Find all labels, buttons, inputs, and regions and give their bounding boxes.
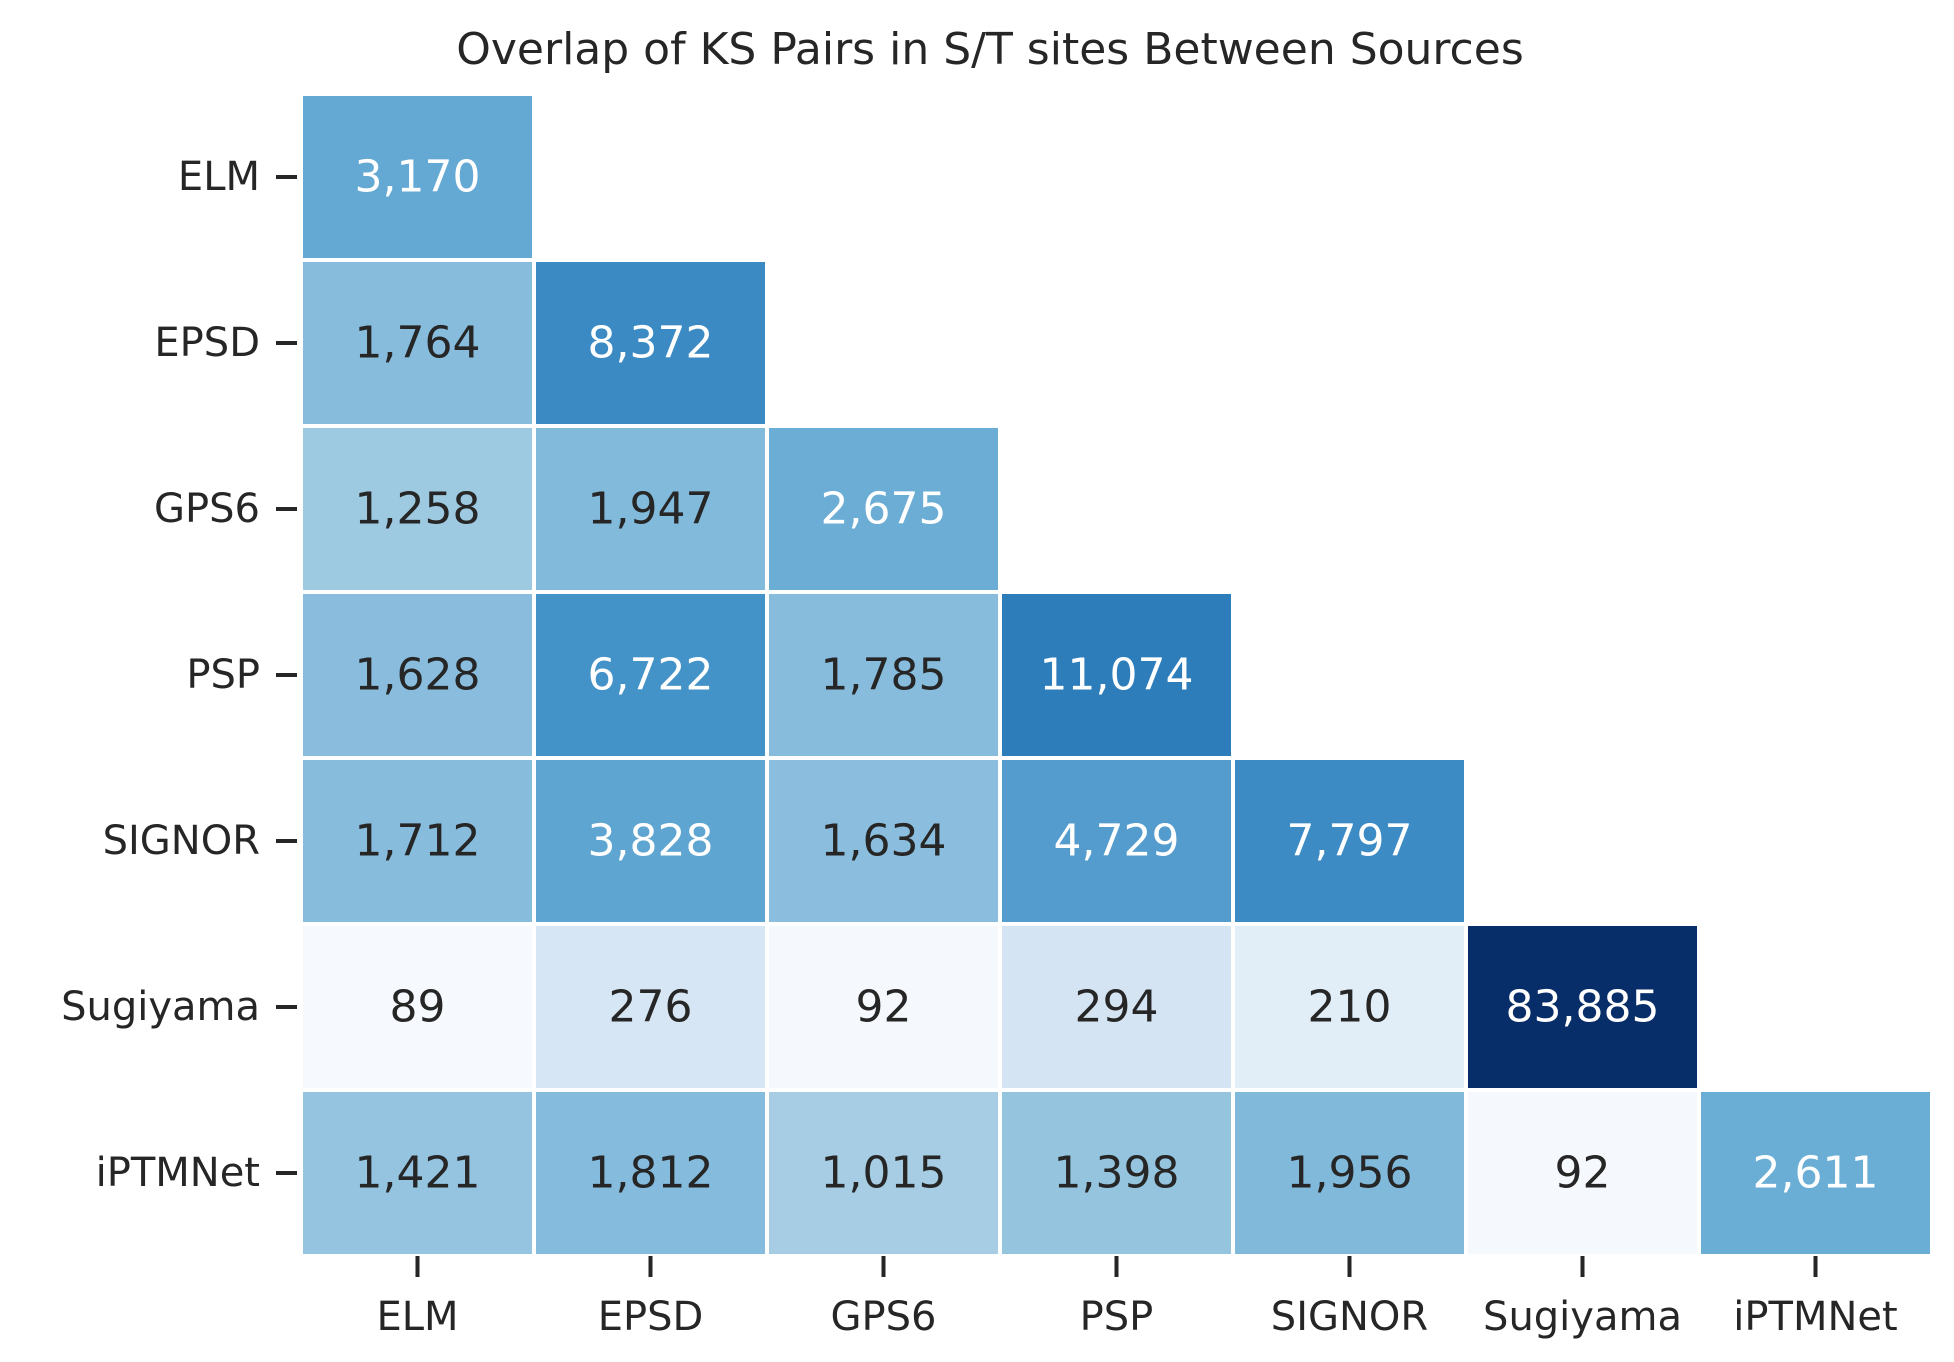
cell-value-label: 3,170: [355, 152, 481, 203]
cell-value-label: 1,634: [821, 816, 947, 867]
heatmap-cell-iptmnet-iptmnet: [1697, 1088, 1934, 1258]
y-tick-label-psp: PSP: [186, 652, 260, 698]
y-tick-label-elm: ELM: [178, 154, 260, 200]
cell-value-label: 92: [1555, 1148, 1611, 1199]
x-axis: ELM EPSD GPS6 PSP SIGNOR Sugiyama iPTMNet: [376, 1256, 1898, 1340]
cell-value-label: 1,421: [355, 1148, 481, 1199]
cell-value-label: 276: [609, 982, 693, 1033]
cell-value-label: 294: [1075, 982, 1159, 1033]
y-tick-label-iptmnet: iPTMNet: [96, 1150, 260, 1196]
heatmap-cell-iptmnet-epsd: [532, 1088, 769, 1258]
cell-value-label: 1,785: [821, 650, 947, 701]
heatmap-cell-psp-psp: [998, 590, 1235, 760]
heatmap-cell-psp-epsd: [532, 590, 769, 760]
x-tick-label-elm: ELM: [376, 1294, 458, 1340]
x-tick-label-gps6: GPS6: [831, 1294, 937, 1340]
cell-value-label: 6,722: [588, 650, 714, 701]
cell-value-label: 92: [856, 982, 912, 1033]
heatmap-cell-signor-psp: [998, 756, 1235, 926]
heatmap-cell-epsd-epsd: [532, 258, 769, 428]
heatmap-cell-elm-elm: [299, 92, 536, 262]
x-tick-label-signor: SIGNOR: [1271, 1294, 1428, 1340]
cell-value-label: 2,675: [821, 484, 947, 535]
heatmap-cell-epsd-elm: [299, 258, 536, 428]
cell-value-label: 1,015: [821, 1148, 947, 1199]
y-axis: ELM EPSD GPS6 PSP SIGNOR Sugiyama iPTMNet: [61, 154, 297, 1196]
x-tick-label-epsd: EPSD: [598, 1294, 704, 1340]
y-tick-label-gps6: GPS6: [154, 486, 260, 532]
x-tick-label-iptmnet: iPTMNet: [1733, 1294, 1897, 1340]
x-tick-label-psp: PSP: [1080, 1294, 1154, 1340]
cell-value-label: 1,628: [355, 650, 481, 701]
heatmap-cell-sugiyama-sugiyama: [1464, 922, 1701, 1092]
chart-title: Overlap of KS Pairs in S/T sites Between…: [456, 24, 1524, 75]
cell-value-label: 8,372: [588, 318, 714, 369]
cell-value-label: 4,729: [1054, 816, 1180, 867]
heatmap-cell-sugiyama-psp: [998, 922, 1235, 1092]
cell-value-label: 1,258: [355, 484, 481, 535]
cell-value-label: 1,712: [355, 816, 481, 867]
cell-value-label: 2,611: [1753, 1148, 1879, 1199]
heatmap-cell-signor-epsd: [532, 756, 769, 926]
cell-value-label: 210: [1308, 982, 1392, 1033]
cell-value-label: 1,947: [588, 484, 714, 535]
y-tick-label-signor: SIGNOR: [103, 818, 260, 864]
heatmap-cells: 3,170 1,764 8,372 1,258 1,947 2,675 1,628 6,722…: [299, 92, 1934, 1258]
heatmap-cell-sugiyama-elm: [299, 922, 536, 1092]
cell-value-label: 3,828: [588, 816, 714, 867]
cell-value-label: 89: [390, 982, 446, 1033]
cell-value-label: 1,956: [1287, 1148, 1413, 1199]
y-tick-label-sugiyama: Sugiyama: [61, 984, 260, 1030]
cell-value-label: 83,885: [1506, 982, 1660, 1033]
x-tick-label-sugiyama: Sugiyama: [1483, 1294, 1682, 1340]
cell-value-label: 1,764: [355, 318, 481, 369]
heatmap-cell-iptmnet-elm: [299, 1088, 536, 1258]
heatmap-cell-sugiyama-gps6: [765, 922, 1002, 1092]
heatmap-cell-sugiyama-epsd: [532, 922, 769, 1092]
heatmap-cell-gps6-gps6: [765, 424, 1002, 594]
heatmap-cell-sugiyama-signor: [1231, 922, 1468, 1092]
cell-value-label: 1,398: [1054, 1148, 1180, 1199]
cell-value-label: 7,797: [1287, 816, 1413, 867]
cell-value-label: 1,812: [588, 1148, 714, 1199]
heatmap-cell-iptmnet-sugiyama: [1464, 1088, 1701, 1258]
cell-value-label: 11,074: [1040, 650, 1194, 701]
y-tick-label-epsd: EPSD: [154, 320, 260, 366]
